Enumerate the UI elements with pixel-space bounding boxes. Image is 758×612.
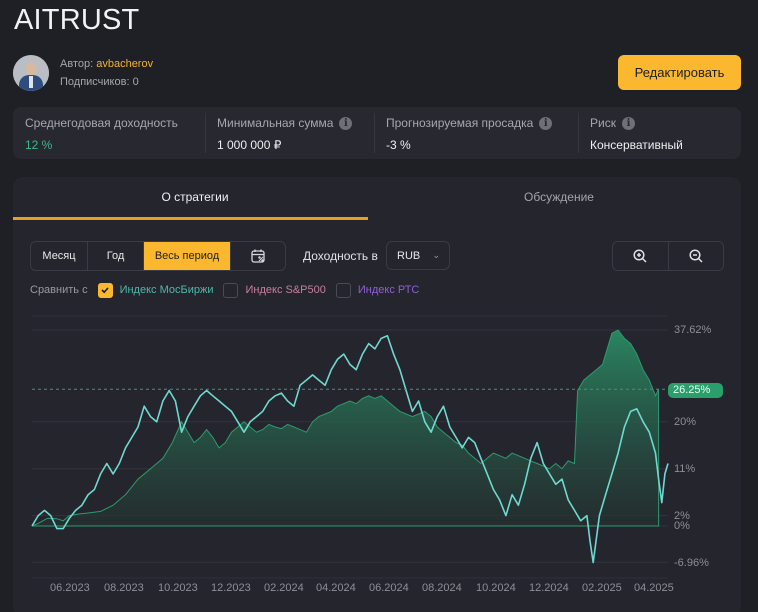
author-info: Автор: avbacherov <box>60 58 153 70</box>
x-tick: 02.2025 <box>582 582 622 594</box>
tabs: О стратегии Обсуждение <box>13 177 741 220</box>
y-tick: 11% <box>674 463 696 475</box>
info-icon[interactable]: i <box>539 116 553 130</box>
x-tick: 06.2023 <box>50 582 90 594</box>
zoom-out-button[interactable] <box>669 242 724 270</box>
tab-discussion[interactable]: Обсуждение <box>524 190 594 204</box>
zoom-controls <box>612 241 724 271</box>
subscribers-count: Подписчиков: 0 <box>60 76 139 88</box>
period-month-button[interactable]: Месяц <box>31 242 88 270</box>
y-tick: -6.96% <box>674 557 709 569</box>
y-tick: 0% <box>674 520 690 532</box>
checkmark-icon <box>101 287 109 294</box>
stat-drawdown: Прогнозируемая просадка i -3 % <box>374 107 578 159</box>
checkbox-moex[interactable] <box>97 282 113 298</box>
date-range-button[interactable] <box>231 242 285 270</box>
zoom-out-icon <box>689 249 703 263</box>
x-tick: 10.2024 <box>476 582 516 594</box>
x-tick: 10.2023 <box>158 582 198 594</box>
compare-rts-label[interactable]: Индекс РТС <box>357 284 420 296</box>
compare-label: Сравнить с <box>30 284 88 296</box>
stat-label: Среднегодовая доходность <box>25 116 178 130</box>
stat-label: Минимальная сумма <box>217 116 334 130</box>
info-icon[interactable]: i <box>339 116 353 130</box>
checkbox-sp500[interactable] <box>223 282 239 298</box>
x-tick: 08.2023 <box>104 582 144 594</box>
x-tick: 02.2024 <box>264 582 304 594</box>
x-tick: 08.2024 <box>422 582 462 594</box>
period-year-button[interactable]: Год <box>88 242 144 270</box>
current-value-badge: 26.25% <box>668 383 723 398</box>
currency-select[interactable]: RUB ⌄ <box>386 241 450 270</box>
stat-label: Риск <box>590 116 616 130</box>
x-tick: 04.2024 <box>316 582 356 594</box>
zoom-in-icon <box>633 249 647 263</box>
checkbox-rts[interactable] <box>335 282 351 298</box>
stat-label: Прогнозируемая просадка <box>386 116 534 130</box>
edit-button[interactable]: Редактировать <box>618 55 741 90</box>
stat-min-amount: Минимальная сумма i 1 000 000 ₽ <box>205 107 374 159</box>
stat-value: Консервативный <box>590 138 683 152</box>
x-tick: 06.2024 <box>369 582 409 594</box>
x-tick: 04.2025 <box>634 582 674 594</box>
tab-about-strategy[interactable]: О стратегии <box>13 177 377 220</box>
x-tick: 12.2023 <box>211 582 251 594</box>
calendar-icon <box>251 249 265 263</box>
stats-bar: Среднегодовая доходность 12 % Минимальна… <box>13 107 741 159</box>
y-tick: 20% <box>674 416 697 428</box>
period-selector: Месяц Год Весь период <box>30 241 286 271</box>
x-tick: 12.2024 <box>529 582 569 594</box>
strategy-title: AITRUST <box>14 4 140 36</box>
stat-annual-yield: Среднегодовая доходность 12 % <box>13 107 205 159</box>
y-tick: 37.62% <box>674 324 712 336</box>
compare-sp500-label[interactable]: Индекс S&P500 <box>245 284 326 296</box>
stat-value: 1 000 000 ₽ <box>217 138 282 152</box>
stat-value: 12 % <box>25 138 53 152</box>
y-tick: 2% <box>674 510 690 522</box>
compare-moex-label[interactable]: Индекс МосБиржи <box>119 284 214 296</box>
author-link[interactable]: avbacherov <box>96 58 154 70</box>
period-all-button[interactable]: Весь период <box>144 242 231 270</box>
info-icon[interactable]: i <box>621 116 635 130</box>
stat-risk: Риск i Консервативный <box>578 107 738 159</box>
author-label: Автор: <box>60 58 94 70</box>
zoom-in-button[interactable] <box>613 242 669 270</box>
chevron-down-icon: ⌄ <box>432 250 440 260</box>
yield-currency-label: Доходность в <box>303 249 378 263</box>
compare-row: Сравнить с Индекс МосБиржи Индекс S&P500… <box>30 281 419 299</box>
author-avatar[interactable] <box>13 55 49 91</box>
stat-value: -3 % <box>386 138 411 152</box>
currency-value: RUB <box>397 249 421 262</box>
